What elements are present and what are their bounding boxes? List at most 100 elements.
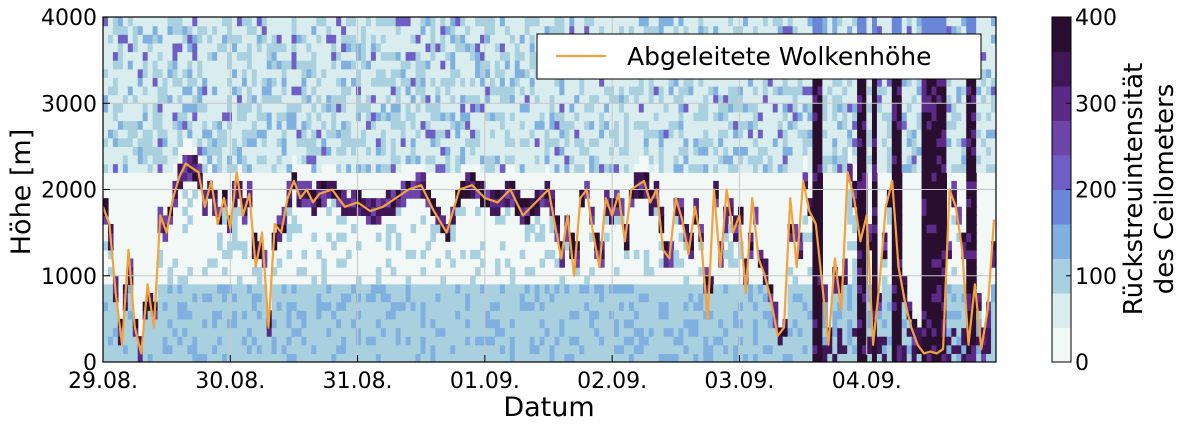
heatmap-cell bbox=[286, 34, 293, 44]
heatmap-cell bbox=[276, 336, 283, 346]
heatmap-cell bbox=[673, 17, 680, 27]
heatmap-cell bbox=[688, 17, 694, 27]
heatmap-cell bbox=[281, 284, 288, 294]
heatmap-cell bbox=[807, 198, 814, 208]
heatmap-cell bbox=[911, 163, 918, 173]
heatmap-cell bbox=[430, 310, 436, 320]
heatmap-cell bbox=[494, 155, 501, 165]
heatmap-cell bbox=[663, 241, 670, 251]
heatmap-cell bbox=[871, 198, 878, 208]
heatmap-cell bbox=[643, 111, 650, 122]
heatmap-cell bbox=[827, 146, 833, 156]
heatmap-cell bbox=[256, 77, 263, 87]
heatmap-cell bbox=[425, 327, 432, 337]
heatmap-cell bbox=[857, 86, 863, 96]
heatmap-cell bbox=[589, 353, 595, 362]
heatmap-cell bbox=[117, 25, 124, 35]
heatmap-cell bbox=[871, 17, 878, 27]
heatmap-cell bbox=[643, 249, 650, 260]
heatmap-cell bbox=[891, 284, 898, 294]
heatmap-cell bbox=[410, 120, 417, 130]
heatmap-cell bbox=[762, 353, 769, 362]
heatmap-cell bbox=[460, 17, 466, 27]
heatmap-cell bbox=[122, 353, 129, 362]
heatmap-cell bbox=[316, 163, 322, 173]
heatmap-cell bbox=[559, 275, 565, 285]
heatmap-cell bbox=[385, 318, 392, 329]
heatmap-cell bbox=[460, 86, 466, 96]
heatmap-cell bbox=[554, 137, 561, 147]
heatmap-cell bbox=[524, 198, 531, 208]
heatmap-cell bbox=[658, 241, 665, 251]
heatmap-cell bbox=[460, 111, 466, 122]
heatmap-cell bbox=[112, 301, 119, 311]
heatmap-cell bbox=[802, 318, 809, 329]
heatmap-cell bbox=[842, 120, 848, 130]
heatmap-cell bbox=[440, 310, 446, 320]
heatmap-cell bbox=[445, 42, 451, 53]
heatmap-cell bbox=[375, 310, 382, 320]
heatmap-cell bbox=[435, 17, 441, 27]
heatmap-cell bbox=[316, 86, 322, 96]
heatmap-cell bbox=[752, 120, 759, 130]
heatmap-cell bbox=[509, 42, 516, 53]
heatmap-cell bbox=[217, 120, 223, 130]
heatmap-cell bbox=[653, 146, 660, 156]
heatmap-cell bbox=[480, 258, 486, 268]
heatmap-cell bbox=[222, 25, 228, 35]
heatmap-cell bbox=[519, 146, 526, 156]
heatmap-cell bbox=[127, 301, 134, 311]
heatmap-cell bbox=[470, 353, 476, 362]
heatmap-cell bbox=[777, 25, 784, 35]
heatmap-cell bbox=[613, 189, 620, 199]
heatmap-cell bbox=[390, 129, 397, 139]
heatmap-cell bbox=[475, 17, 481, 27]
heatmap-cell bbox=[127, 94, 134, 104]
heatmap-cell bbox=[390, 120, 397, 130]
heatmap-cell bbox=[351, 163, 357, 173]
heatmap-cell bbox=[321, 327, 327, 337]
heatmap-cell bbox=[370, 284, 377, 294]
heatmap-cell bbox=[142, 146, 149, 156]
heatmap-cell bbox=[167, 353, 174, 362]
heatmap-cell bbox=[246, 146, 253, 156]
heatmap-cell bbox=[356, 51, 362, 61]
heatmap-cell bbox=[400, 327, 407, 337]
heatmap-cell bbox=[891, 232, 898, 242]
heatmap-cell bbox=[862, 129, 868, 139]
heatmap-cell bbox=[514, 137, 521, 147]
heatmap-cell bbox=[738, 111, 744, 122]
heatmap-cell bbox=[559, 327, 565, 337]
heatmap-cell bbox=[405, 17, 412, 27]
heatmap-cell bbox=[420, 353, 427, 362]
heatmap-cell bbox=[574, 249, 580, 260]
heatmap-cell bbox=[395, 137, 402, 147]
heatmap-cell bbox=[316, 146, 322, 156]
heatmap-cell bbox=[430, 198, 436, 208]
heatmap-cell bbox=[499, 86, 506, 96]
heatmap-cell bbox=[162, 155, 169, 165]
heatmap-cell bbox=[192, 172, 198, 182]
heatmap-cell bbox=[852, 180, 858, 191]
heatmap-cell bbox=[718, 336, 724, 346]
heatmap-cell bbox=[524, 34, 531, 44]
heatmap-cell bbox=[202, 155, 208, 165]
heatmap-cell bbox=[331, 129, 337, 139]
heatmap-cell bbox=[911, 344, 918, 354]
heatmap-cell bbox=[385, 224, 392, 234]
heatmap-cell bbox=[127, 155, 134, 165]
heatmap-cell bbox=[182, 17, 188, 27]
heatmap-cell bbox=[723, 215, 729, 225]
heatmap-cell bbox=[450, 310, 456, 320]
heatmap-cell bbox=[435, 293, 441, 303]
heatmap-cell bbox=[499, 42, 506, 53]
heatmap-cell bbox=[688, 336, 694, 346]
heatmap-cell bbox=[222, 77, 228, 87]
heatmap-cell bbox=[465, 353, 471, 362]
heatmap-cell bbox=[653, 25, 660, 35]
heatmap-cell bbox=[881, 94, 888, 104]
heatmap-cell bbox=[336, 17, 342, 27]
heatmap-cell bbox=[906, 120, 913, 130]
heatmap-cell bbox=[643, 172, 650, 182]
heatmap-cell bbox=[435, 103, 441, 113]
